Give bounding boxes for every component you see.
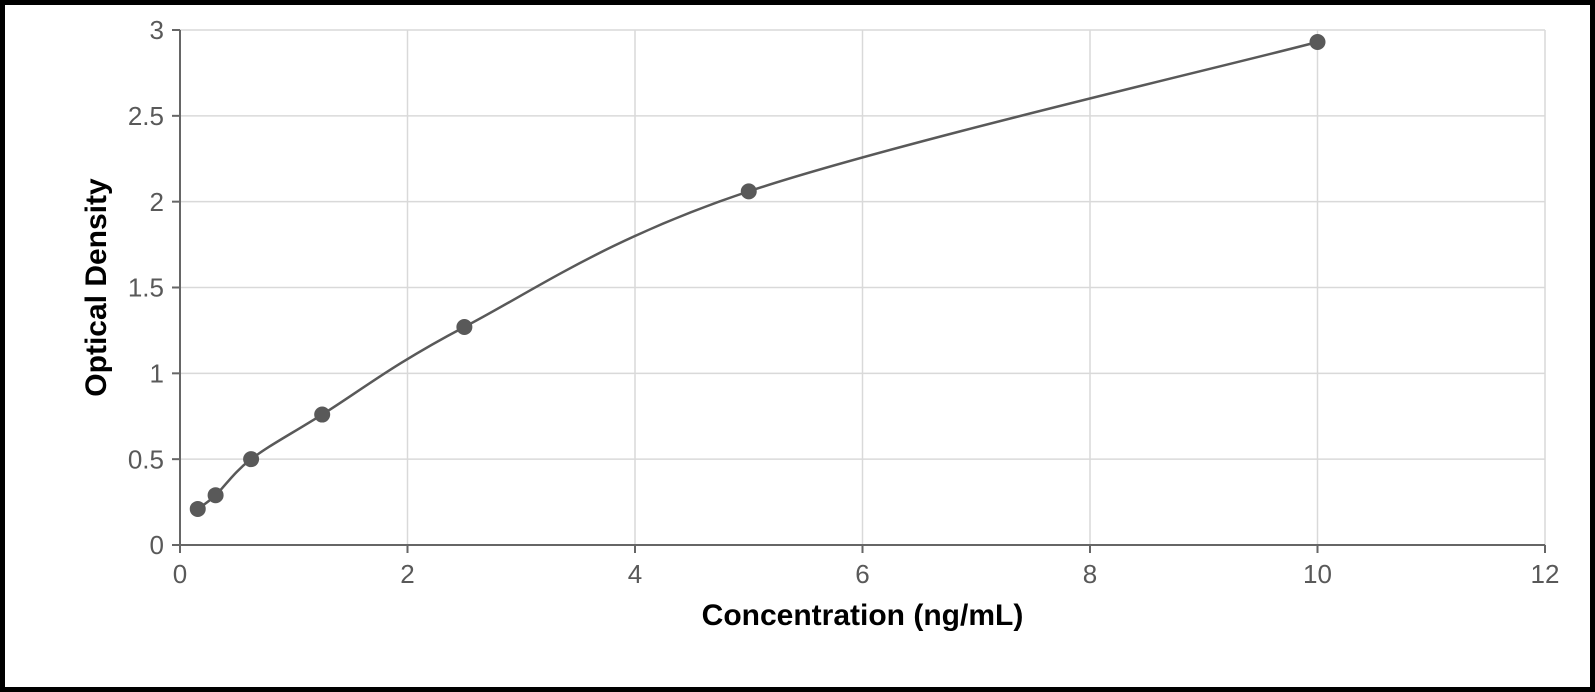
chart-frame: 0 2 4 6 8 10 12 0 0.5 1 1.5 2 2.5 3 Concentration (ng/… — [0, 0, 1595, 692]
y-tick-label: 1 — [150, 358, 164, 388]
y-tick-label: 2 — [150, 187, 164, 217]
x-tick-label: 2 — [400, 559, 414, 589]
x-tick-label: 8 — [1083, 559, 1097, 589]
data-point-marker — [314, 407, 330, 423]
data-point-marker — [243, 451, 259, 467]
y-tick-label: 1.5 — [128, 273, 164, 303]
x-tick-label: 0 — [173, 559, 187, 589]
data-point-marker — [208, 487, 224, 503]
x-tick-label: 12 — [1531, 559, 1560, 589]
x-tick-label: 10 — [1303, 559, 1332, 589]
x-axis-label: Concentration (ng/mL) — [702, 599, 1024, 632]
y-tick-label: 0 — [150, 530, 164, 560]
data-point-marker — [1310, 34, 1326, 50]
y-axis-label: Optical Density — [80, 178, 113, 397]
y-tick-label: 2.5 — [128, 101, 164, 131]
data-point-marker — [456, 319, 472, 335]
y-tick-label: 3 — [150, 15, 164, 45]
data-point-marker — [741, 183, 757, 199]
fit-curve — [198, 42, 1318, 509]
x-tick-label: 6 — [855, 559, 869, 589]
standard-curve-chart: 0 2 4 6 8 10 12 0 0.5 1 1.5 2 2.5 3 Concentration (ng/… — [5, 5, 1590, 687]
x-tick-label: 4 — [628, 559, 642, 589]
data-point-marker — [190, 501, 206, 517]
y-tick-label: 0.5 — [128, 444, 164, 474]
